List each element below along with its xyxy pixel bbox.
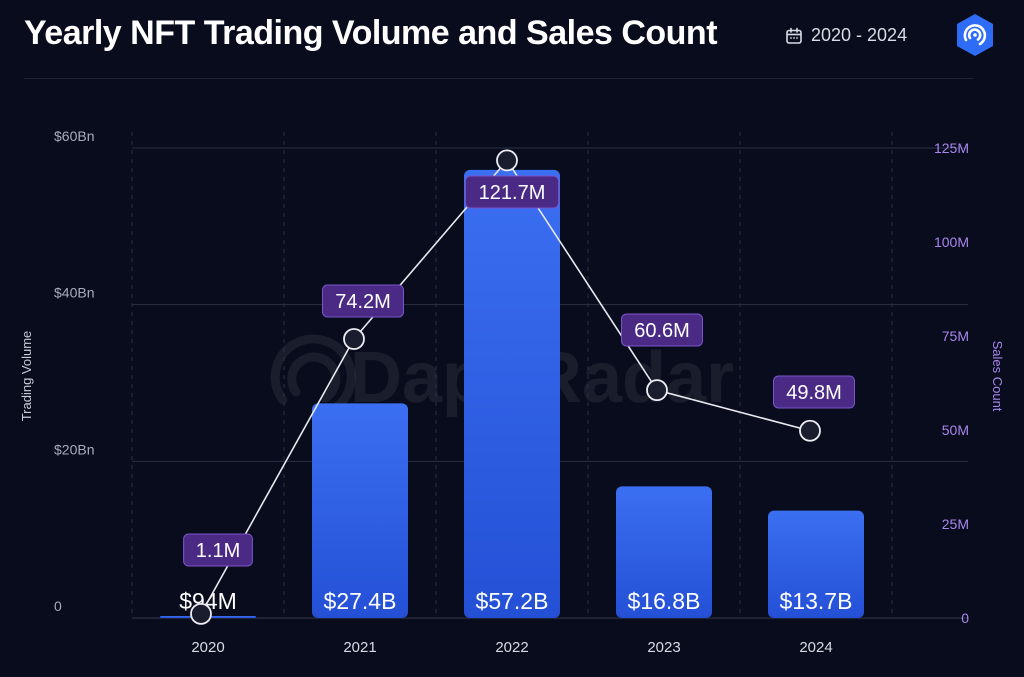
dappradar-logo-icon bbox=[957, 14, 993, 56]
x-tick-label: 2020 bbox=[191, 639, 224, 656]
x-tick-label: 2024 bbox=[799, 639, 832, 656]
bar bbox=[464, 169, 560, 618]
header-divider bbox=[24, 78, 974, 79]
sales-point bbox=[799, 419, 821, 442]
right-tick-label: 25M bbox=[942, 516, 969, 532]
x-axis: 2020 2021 2022 2023 2024 bbox=[191, 639, 832, 656]
right-tick-label: 0 bbox=[961, 610, 969, 626]
right-tick-label: 50M bbox=[942, 422, 969, 438]
x-tick-label: 2023 bbox=[647, 639, 680, 656]
sales-value-box bbox=[464, 175, 560, 209]
sales-point bbox=[646, 379, 668, 402]
sales-value-label: 1.1M bbox=[196, 540, 240, 562]
right-axis: 0 25M 50M 75M 100M 125M Sales Count bbox=[934, 140, 1005, 626]
right-tick-label: 125M bbox=[934, 140, 969, 156]
right-axis-title: Sales Count bbox=[990, 341, 1005, 412]
sales-value-label: 74.2M bbox=[335, 291, 391, 313]
left-tick-label: 0 bbox=[54, 598, 62, 614]
sales-value-box bbox=[621, 313, 703, 347]
x-tick-label: 2022 bbox=[495, 639, 528, 656]
x-tick-label: 2021 bbox=[343, 639, 376, 656]
sales-value-box bbox=[183, 533, 253, 567]
sales-value-box bbox=[773, 375, 855, 409]
sales-point bbox=[343, 328, 365, 350]
calendar-icon bbox=[786, 27, 802, 44]
chart-header: Yearly NFT Trading Volume and Sales Coun… bbox=[0, 0, 1024, 80]
bar-value-label: $27.4B bbox=[324, 588, 397, 614]
right-tick-label: 100M bbox=[934, 234, 969, 250]
bar-value-label: $13.7B bbox=[780, 588, 853, 614]
grid-lines bbox=[131, 132, 968, 619]
bar bbox=[312, 403, 408, 618]
sales-value-box bbox=[322, 284, 404, 318]
left-tick-label: $60Bn bbox=[54, 128, 94, 144]
sales-point bbox=[190, 602, 212, 625]
left-tick-label: $20Bn bbox=[54, 441, 94, 457]
left-axis-title: Trading Volume bbox=[19, 331, 34, 422]
bar bbox=[768, 510, 864, 618]
date-range: 2020 - 2024 bbox=[785, 25, 907, 46]
left-axis: 0 $20Bn $40Bn $60Bn Trading Volume bbox=[19, 128, 94, 614]
right-tick-label: 75M bbox=[942, 328, 969, 344]
sales-value-label: 121.7M bbox=[479, 182, 546, 204]
left-tick-label: $40Bn bbox=[54, 285, 94, 301]
sales-value-label: 49.8M bbox=[786, 382, 842, 404]
chart-title: Yearly NFT Trading Volume and Sales Coun… bbox=[24, 14, 718, 52]
sales-line: 1.1M 74.2M 121.7M 60.6M 49.8M bbox=[183, 149, 855, 625]
sales-point bbox=[496, 149, 518, 172]
bar bbox=[616, 486, 712, 618]
bar-value-label: $57.2B bbox=[476, 588, 549, 614]
sales-value-label: 60.6M bbox=[634, 320, 690, 342]
bar-value-label: $16.8B bbox=[628, 588, 701, 614]
date-range-text: 2020 - 2024 bbox=[811, 25, 908, 45]
bars: $94M $27.4B $57.2B $16.8B $13.7B bbox=[160, 169, 864, 618]
